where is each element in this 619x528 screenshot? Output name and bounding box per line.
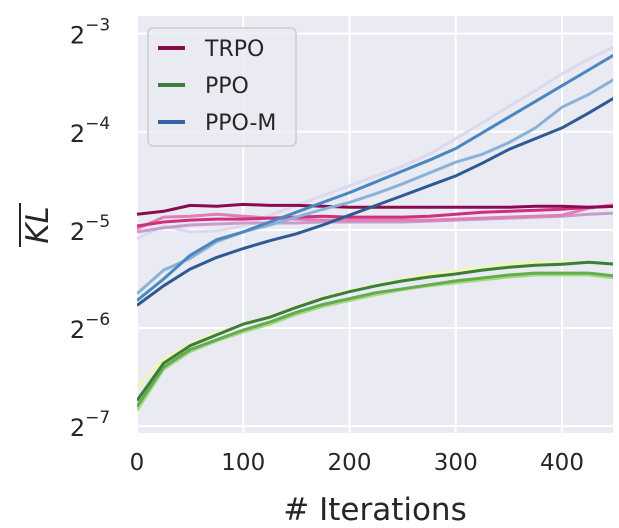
y-axis-label-group: KL [19,203,56,247]
x-tick-label: 300 [434,450,478,476]
y-tick-base: 2 [70,414,85,442]
x-tick-label: 100 [221,450,265,476]
series-lines [137,45,613,412]
x-tick-label: 400 [540,450,584,476]
series-line-trpo [137,202,613,216]
x-axis-label: # Iterations [283,492,466,528]
y-tick-labels: 2−32−42−52−62−7 [70,16,110,442]
y-tick-exponent: −5 [85,212,110,232]
x-tick-labels: 0 100 200 300 400 [130,450,584,476]
legend-frame [147,27,297,147]
y-tick-exponent: −4 [85,114,110,134]
y-tick-label: 2−6 [70,310,110,344]
series-line-ppo [137,260,613,402]
y-tick-label: 2−7 [70,408,110,442]
y-tick-base: 2 [70,218,85,246]
y-tick-exponent: −3 [85,16,110,36]
y-tick-exponent: −7 [85,408,110,428]
legend-label-ppo-m: PPO-M [205,111,276,136]
y-tick-label: 2−4 [70,114,110,148]
series-line-ppo-m [137,96,613,307]
y-tick-label: 2−3 [70,16,110,50]
legend-label-trpo: TRPO [204,37,264,62]
series-line-ppo-m [137,53,613,302]
y-tick-base: 2 [70,316,85,344]
series-line-ppo-m [137,78,613,295]
series-line-ppo-m [137,45,613,241]
series-line-trpo [137,203,613,231]
y-axis-label: KL [20,206,56,244]
legend: TRPO PPO PPO-M [147,27,297,147]
y-tick-exponent: −6 [85,310,110,330]
y-tick-label: 2−5 [70,212,110,246]
series-line-trpo [137,204,613,228]
legend-label-ppo: PPO [205,74,249,99]
series-line-ppo [137,271,613,408]
y-tick-base: 2 [70,120,85,148]
y-tick-base: 2 [70,22,85,50]
x-tick-label: 200 [328,450,372,476]
x-tick-label: 0 [130,450,145,476]
